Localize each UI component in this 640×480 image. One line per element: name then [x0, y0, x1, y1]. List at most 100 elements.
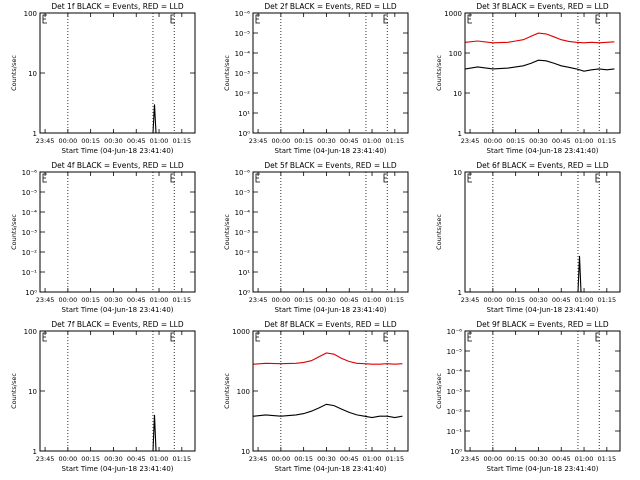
x-tick-label: 01:00 — [150, 296, 169, 304]
x-tick-label: 00:45 — [552, 137, 571, 145]
x-tick-label: 00:30 — [529, 455, 548, 463]
x-tick-label: 01:00 — [575, 296, 594, 304]
y-tick-label: 10⁻⁴ — [235, 50, 251, 58]
x-tick-label: 00:15 — [81, 137, 100, 145]
x-axis-label: Start Time (04-Jun-18 23:41:40) — [487, 465, 599, 473]
plot-title: Det 1f BLACK = Events, RED = LLD — [51, 2, 184, 11]
x-tick-label: 23:45 — [249, 137, 268, 145]
x-tick-label: 23:45 — [36, 455, 55, 463]
x-tick-label: 00:45 — [127, 137, 146, 145]
y-axis-label: Counts/sec — [435, 55, 443, 91]
y-tick-label: 10⁻¹ — [447, 428, 463, 436]
x-tick-label: 00:30 — [104, 296, 123, 304]
x-tick-label: 00:00 — [483, 296, 502, 304]
y-axis-label: Counts/sec — [435, 373, 443, 409]
x-tick-label: 23:45 — [461, 296, 480, 304]
x-tick-label: 00:00 — [271, 137, 290, 145]
plot-frame — [39, 330, 196, 452]
x-tick-label: 01:15 — [385, 296, 404, 304]
y-tick-label: 10⁻² — [235, 249, 251, 257]
plot-title: Det 3f BLACK = Events, RED = LLD — [476, 2, 609, 11]
y-tick-label: 1000 — [232, 328, 250, 336]
flag-marker — [42, 173, 47, 183]
plot-title: Det 8f BLACK = Events, RED = LLD — [264, 320, 397, 329]
plot-8: Det 8f BLACK = Events, RED = LLD Counts/s… — [223, 320, 409, 473]
plot-5: Det 5f BLACK = Events, RED = LLD Counts/s… — [223, 161, 409, 314]
y-tick-label: 10⁻⁵ — [22, 189, 38, 197]
y-axis-label: Counts/sec — [435, 214, 443, 250]
y-tick-label: 1 — [33, 448, 37, 456]
x-tick-label: 23:45 — [249, 296, 268, 304]
x-axis-label: Start Time (04-Jun-18 23:41:40) — [275, 306, 387, 314]
flag-marker — [383, 14, 388, 24]
plot-frame — [252, 12, 409, 134]
y-tick-label: 100 — [237, 388, 250, 396]
x-tick-label: 00:15 — [294, 455, 313, 463]
flag-marker — [255, 14, 260, 24]
x-tick-label: 00:00 — [58, 137, 77, 145]
series-line — [253, 403, 403, 419]
x-tick-label: 23:45 — [36, 296, 55, 304]
y-tick-label: 10⁻⁶ — [235, 10, 251, 18]
y-tick-label: 10⁻² — [447, 408, 463, 416]
plot-4: Det 4f BLACK = Events, RED = LLD Counts/s… — [10, 161, 196, 314]
y-tick-label: 100 — [449, 50, 462, 58]
y-tick-label: 1 — [33, 130, 37, 138]
y-tick-label: 10⁰ — [238, 130, 250, 138]
x-tick-label: 00:15 — [294, 137, 313, 145]
x-tick-label: 01:15 — [597, 137, 616, 145]
x-tick-label: 00:15 — [81, 455, 100, 463]
x-tick-label: 00:30 — [104, 455, 123, 463]
x-tick-label: 00:00 — [271, 296, 290, 304]
x-axis-label: Start Time (04-Jun-18 23:41:40) — [62, 306, 174, 314]
y-tick-label: 10 — [453, 169, 462, 177]
y-tick-label: 100 — [24, 10, 37, 18]
plot-6: Det 6f BLACK = Events, RED = LLD Counts/s… — [435, 161, 621, 314]
x-tick-label: 00:15 — [506, 296, 525, 304]
x-tick-label: 00:30 — [317, 137, 336, 145]
y-tick-label: 10⁻² — [22, 249, 38, 257]
x-tick-label: 01:00 — [150, 455, 169, 463]
flag-marker — [255, 173, 260, 183]
y-axis-label: Counts/sec — [223, 55, 231, 91]
plot-frame — [252, 171, 409, 293]
x-tick-label: 00:45 — [340, 455, 359, 463]
flag-marker — [467, 332, 472, 342]
plot-title: Det 6f BLACK = Events, RED = LLD — [476, 161, 609, 170]
x-tick-label: 00:15 — [81, 296, 100, 304]
y-tick-label: 10 — [453, 90, 462, 98]
flag-marker — [170, 332, 175, 342]
plot-frame — [252, 330, 409, 452]
x-tick-label: 01:00 — [575, 455, 594, 463]
y-tick-label: 10¹ — [238, 110, 250, 118]
y-tick-label: 10⁻⁵ — [235, 30, 251, 38]
y-tick-label: 10⁻⁴ — [235, 209, 251, 217]
x-axis-label: Start Time (04-Jun-18 23:41:40) — [487, 306, 599, 314]
y-tick-label: 100 — [24, 328, 37, 336]
x-tick-label: 01:00 — [363, 296, 382, 304]
x-tick-label: 23:45 — [36, 137, 55, 145]
x-axis-label: Start Time (04-Jun-18 23:41:40) — [275, 147, 387, 155]
x-tick-label: 00:45 — [552, 296, 571, 304]
plot-frame — [464, 12, 621, 134]
plot-3: Det 3f BLACK = Events, RED = LLD Counts/s… — [435, 2, 621, 155]
x-axis-label: Start Time (04-Jun-18 23:41:40) — [275, 465, 387, 473]
plot-frame — [464, 171, 621, 293]
flag-marker — [42, 14, 47, 24]
x-tick-label: 00:15 — [506, 455, 525, 463]
flag-marker — [595, 14, 600, 24]
x-tick-label: 00:30 — [529, 137, 548, 145]
y-axis-label: Counts/sec — [10, 373, 18, 409]
x-tick-label: 01:00 — [363, 455, 382, 463]
x-tick-label: 01:15 — [172, 296, 191, 304]
y-tick-label: 10⁻⁶ — [22, 169, 38, 177]
series-line — [253, 352, 403, 365]
x-tick-label: 00:45 — [340, 296, 359, 304]
plot-title: Det 4f BLACK = Events, RED = LLD — [51, 161, 184, 170]
plot-frame — [39, 12, 196, 134]
x-tick-label: 00:00 — [58, 455, 77, 463]
plot-title: Det 7f BLACK = Events, RED = LLD — [51, 320, 184, 329]
flag-marker — [383, 332, 388, 342]
flag-marker — [467, 173, 472, 183]
y-tick-label: 10 — [28, 70, 37, 78]
